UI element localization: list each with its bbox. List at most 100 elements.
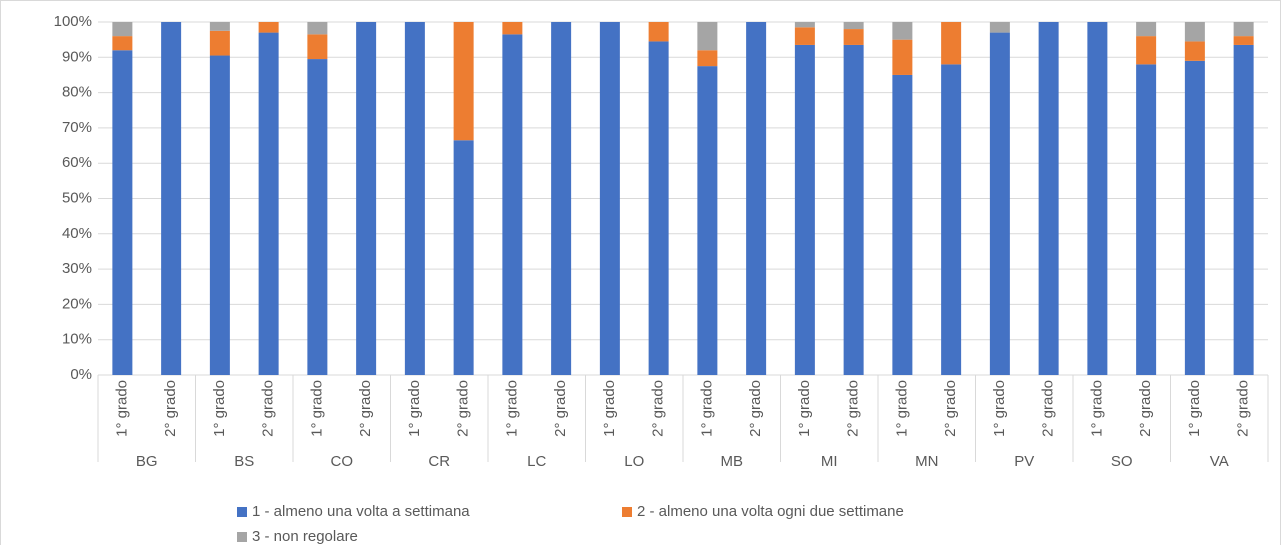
- bar-segment: [843, 44, 864, 375]
- y-tick-label: 40%: [62, 225, 92, 242]
- bar-segment: [989, 32, 1010, 376]
- bar-segment: [307, 34, 328, 60]
- x-tick-label: 1° grado: [308, 380, 325, 437]
- bar-segment: [112, 36, 133, 51]
- x-tick-label: 2° grado: [1235, 380, 1252, 437]
- x-tick-label: 1° grado: [1088, 380, 1105, 437]
- bar-segment: [258, 32, 279, 376]
- bar-segment: [1136, 36, 1157, 65]
- group-label: MI: [821, 453, 838, 470]
- bar-segment: [941, 22, 962, 65]
- x-tick-label: 2° grado: [260, 380, 277, 437]
- x-tick-label: 1° grado: [796, 380, 813, 437]
- bar-segment: [697, 22, 718, 51]
- bar-segment: [1136, 22, 1157, 37]
- bar-segment: [697, 50, 718, 67]
- bar-segment: [209, 22, 230, 31]
- x-tick-label: 2° grado: [1137, 380, 1154, 437]
- y-tick-label: 70%: [62, 119, 92, 136]
- bar-segment: [209, 55, 230, 375]
- bar-segment: [892, 74, 913, 375]
- legend-swatch: [237, 532, 247, 542]
- x-tick-label: 2° grado: [1040, 380, 1057, 437]
- x-tick-label: 2° grado: [455, 380, 472, 437]
- legend-swatch: [237, 507, 247, 517]
- bar-segment: [843, 22, 864, 30]
- bar-segment: [989, 22, 1010, 33]
- bar-segment: [453, 140, 474, 375]
- x-tick-label: 1° grado: [991, 380, 1008, 437]
- y-tick-label: 10%: [62, 331, 92, 348]
- y-tick-label: 100%: [54, 13, 92, 30]
- bar-segment: [453, 22, 474, 141]
- bar-segment: [112, 22, 133, 37]
- group-label: BG: [136, 453, 158, 470]
- bar-segment: [794, 44, 815, 375]
- bar-segment: [794, 22, 815, 28]
- x-tick-label: 1° grado: [211, 380, 228, 437]
- group-label: BS: [234, 453, 254, 470]
- legend-swatch: [622, 507, 632, 517]
- bar-segment: [648, 41, 669, 375]
- group-label: MB: [721, 453, 744, 470]
- bar-segment: [161, 22, 182, 375]
- bar-segment: [1233, 36, 1254, 45]
- bar-segment: [551, 22, 572, 375]
- bar-segment: [307, 59, 328, 375]
- bar-segment: [307, 22, 328, 35]
- bar-segment: [502, 34, 523, 375]
- group-label: CO: [331, 453, 354, 470]
- group-label: LO: [624, 453, 644, 470]
- y-tick-label: 60%: [62, 154, 92, 171]
- y-tick-label: 30%: [62, 260, 92, 277]
- bar-segment: [1233, 44, 1254, 375]
- legend-label: 1 - almeno una volta a settimana: [252, 503, 470, 520]
- bar-segment: [112, 50, 133, 376]
- group-label: VA: [1210, 453, 1229, 470]
- legend-label: 2 - almeno una volta ogni due settimane: [637, 503, 904, 520]
- bar-segment: [502, 22, 523, 35]
- y-tick-label: 90%: [62, 48, 92, 65]
- bar-segment: [892, 22, 913, 40]
- group-label: LC: [527, 453, 546, 470]
- bar-segment: [599, 22, 620, 375]
- group-label: PV: [1014, 453, 1034, 470]
- x-tick-label: 2° grado: [162, 380, 179, 437]
- bar-segment: [1136, 64, 1157, 376]
- x-tick-label: 2° grado: [845, 380, 862, 437]
- x-tick-label: 1° grado: [893, 380, 910, 437]
- x-tick-label: 2° grado: [357, 380, 374, 437]
- bar-segment: [356, 22, 377, 375]
- bar-segment: [404, 22, 425, 375]
- x-tick-label: 1° grado: [406, 380, 423, 437]
- bar-segment: [697, 66, 718, 375]
- bar-segment: [746, 22, 767, 375]
- bar-segment: [794, 27, 815, 45]
- y-tick-label: 80%: [62, 84, 92, 101]
- x-tick-label: 1° grado: [698, 380, 715, 437]
- group-label: MN: [915, 453, 938, 470]
- x-tick-label: 2° grado: [650, 380, 667, 437]
- bar-segment: [1038, 22, 1059, 375]
- x-tick-label: 1° grado: [503, 380, 520, 437]
- bar-segment: [1184, 22, 1205, 42]
- x-tick-label: 1° grado: [113, 380, 130, 437]
- x-tick-label: 1° grado: [601, 380, 618, 437]
- bar-segment: [1184, 41, 1205, 61]
- bar-segment: [648, 22, 669, 42]
- x-tick-label: 2° grado: [942, 380, 959, 437]
- bar-segment: [1087, 22, 1108, 375]
- bar-segment: [843, 29, 864, 45]
- x-tick-label: 1° grado: [1186, 380, 1203, 437]
- y-tick-label: 20%: [62, 295, 92, 312]
- y-tick-label: 0%: [70, 366, 92, 383]
- x-tick-label: 2° grado: [552, 380, 569, 437]
- bar-segment: [1233, 22, 1254, 37]
- y-tick-label: 50%: [62, 189, 92, 206]
- bar-segment: [209, 30, 230, 56]
- x-tick-label: 2° grado: [747, 380, 764, 437]
- group-label: SO: [1111, 453, 1133, 470]
- group-label: CR: [428, 453, 450, 470]
- bar-segment: [1184, 60, 1205, 376]
